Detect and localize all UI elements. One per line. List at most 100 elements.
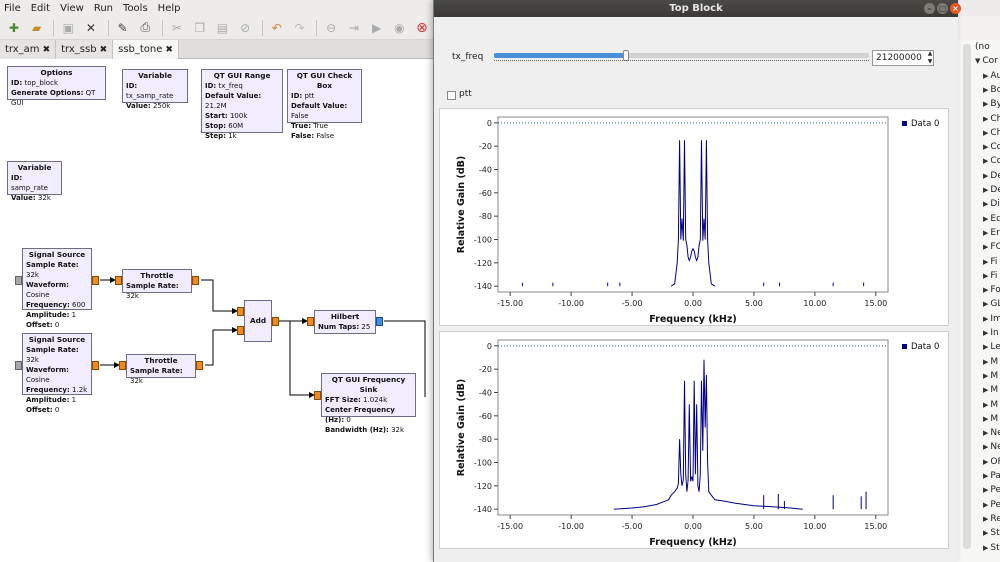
block-port[interactable]	[192, 276, 199, 285]
tx-freq-slider[interactable]	[494, 50, 869, 61]
throttle-block[interactable]: Throttle Sample Rate: 32k	[122, 269, 192, 300]
qt-gui-range-block[interactable]: QT GUI Range ID: tx_freq Default Value: …	[201, 69, 283, 140]
block-category-item[interactable]: ▶ Co	[983, 142, 1000, 152]
block-category-item[interactable]: ▶ Re	[983, 514, 1000, 524]
kill-icon[interactable]: ⊗	[416, 19, 428, 36]
frequency-plot-top[interactable]: 0 -20 -40 -60 -80 -100 -120 -140 -15.00 -10.00 -5.…	[439, 108, 949, 326]
qt-gui-check-box-block[interactable]: QT GUI Check Box ID: ptt Default Value: …	[287, 69, 362, 140]
block-category-item[interactable]: ▶ Fo	[983, 285, 1000, 295]
undo-icon[interactable]: ↶	[271, 20, 282, 35]
block-category-item[interactable]: ▶ M	[983, 385, 998, 395]
collapsed-arrow-icon[interactable]: ▶	[983, 300, 989, 309]
menu-file[interactable]: File	[4, 2, 21, 14]
block-port[interactable]	[237, 326, 244, 335]
collapsed-arrow-icon[interactable]: ▶	[983, 271, 989, 280]
block-category-item[interactable]: ▶OF	[983, 457, 1000, 467]
block-port[interactable]	[92, 276, 99, 285]
menu-tools[interactable]: Tools	[123, 2, 148, 14]
collapsed-arrow-icon[interactable]: ▶	[983, 429, 989, 438]
redo-icon[interactable]: ↷	[294, 20, 305, 35]
variable-block[interactable]: Variable ID: samp_rate Value: 32k	[7, 161, 62, 202]
block-category-item[interactable]: ▶ M	[983, 400, 998, 410]
block-port[interactable]	[15, 276, 22, 285]
options-block[interactable]: Options ID: top_block Generate Options: …	[7, 66, 106, 107]
hilbert-block[interactable]: Hilbert Num Taps: 25	[314, 310, 376, 334]
collapsed-arrow-icon[interactable]: ▶	[983, 329, 989, 337]
collapsed-arrow-icon[interactable]: ▶	[983, 414, 989, 423]
qt-gui-frequency-sink-block[interactable]: QT GUI Frequency Sink FFT Size: 1.024k C…	[321, 373, 416, 434]
cut-icon[interactable]: ✂	[171, 20, 183, 35]
generate-icon[interactable]: ◉	[394, 20, 405, 35]
block-category-item[interactable]: ▶ Ch	[983, 114, 1000, 124]
block-category-item[interactable]: ▶ Pe	[983, 500, 1000, 510]
throttle-block[interactable]: Throttle Sample Rate: 32k	[126, 354, 196, 385]
menu-run[interactable]: Run	[93, 2, 114, 14]
block-category-item[interactable]: ▼ Cor	[975, 56, 998, 66]
block-category-item[interactable]: ▶ Le	[983, 342, 1000, 352]
block-port[interactable]	[196, 361, 203, 370]
block-category-item[interactable]: ▶ Ne	[983, 442, 1000, 452]
collapsed-arrow-icon[interactable]: ▶	[983, 314, 989, 323]
collapsed-arrow-icon[interactable]: ▶	[983, 157, 989, 166]
paste-icon[interactable]: ▤	[216, 20, 229, 35]
block-category-item[interactable]: ▶ M	[983, 414, 998, 424]
tab-close-icon[interactable]: ✖	[165, 44, 173, 55]
block-category-item[interactable]: ▶ Fi	[983, 257, 997, 267]
maximize-icon[interactable]: □	[937, 3, 948, 14]
signal-source-block[interactable]: Signal Source Sample Rate: 32k Waveform:…	[22, 248, 92, 329]
block-category-item[interactable]: ▶ Er	[983, 228, 1000, 238]
frequency-plot-bottom[interactable]: 0 -20 -40 -60 -80 -100 -120 -140 -15.00 -10.00 -5.…	[439, 331, 949, 549]
tab-close-icon[interactable]: ✖	[99, 44, 108, 55]
collapsed-arrow-icon[interactable]: ▶	[983, 143, 989, 152]
collapsed-arrow-icon[interactable]: ▶	[983, 543, 989, 552]
collapsed-arrow-icon[interactable]: ▶	[983, 114, 989, 123]
expanded-arrow-icon[interactable]: ▼	[975, 57, 981, 66]
block-port[interactable]	[115, 276, 122, 285]
open-icon[interactable]: ▰	[31, 20, 42, 35]
collapsed-arrow-icon[interactable]: ▶	[983, 371, 989, 380]
collapsed-arrow-icon[interactable]: ▶	[983, 400, 989, 409]
ptt-checkbox[interactable]	[447, 91, 456, 100]
tab-trx-ssb[interactable]: trx_ssb ✖	[56, 40, 114, 59]
collapsed-arrow-icon[interactable]: ▶	[983, 443, 989, 452]
print-icon[interactable]: ⎙	[140, 20, 151, 34]
collapsed-arrow-icon[interactable]: ▶	[983, 286, 989, 295]
block-category-item[interactable]: ▶ Co	[983, 156, 1000, 166]
execute-icon[interactable]: ▶	[372, 20, 382, 35]
tab-close-icon[interactable]: ✖	[42, 44, 51, 55]
block-port[interactable]	[15, 361, 22, 370]
delete-icon[interactable]: ⊘	[240, 20, 251, 35]
block-category-item[interactable]: (no	[975, 42, 990, 52]
edit-icon[interactable]: ✎	[117, 20, 128, 35]
block-category-item[interactable]: ▶ FC	[983, 242, 1000, 252]
block-category-item[interactable]: ▶ Fi	[983, 271, 997, 281]
block-category-item[interactable]: ▶ St	[983, 543, 1000, 553]
block-category-item[interactable]: ▶ Di	[983, 199, 1000, 209]
block-category-item[interactable]: ▶ M	[983, 371, 998, 381]
copy-icon[interactable]: ❐	[194, 20, 206, 35]
collapsed-arrow-icon[interactable]: ▶	[983, 85, 989, 94]
collapsed-arrow-icon[interactable]: ▶	[983, 457, 989, 466]
block-category-item[interactable]: ▶ Ne	[983, 428, 1000, 438]
collapsed-arrow-icon[interactable]: ▶	[983, 500, 989, 509]
block-category-item[interactable]: ▶ GL	[983, 299, 1000, 309]
collapsed-arrow-icon[interactable]: ▶	[983, 186, 989, 194]
collapsed-arrow-icon[interactable]: ▶	[983, 486, 989, 495]
signal-source-block[interactable]: Signal Source Sample Rate: 32k Waveform:…	[22, 333, 92, 414]
minimize-icon[interactable]: –	[924, 3, 935, 14]
collapsed-arrow-icon[interactable]: ▶	[983, 343, 989, 352]
collapsed-arrow-icon[interactable]: ▶	[983, 171, 989, 180]
collapsed-arrow-icon[interactable]: ▶	[983, 128, 989, 137]
menu-edit[interactable]: Edit	[30, 2, 51, 14]
block-category-item[interactable]: ▶ M	[983, 357, 998, 367]
block-port[interactable]	[119, 361, 126, 370]
block-library-scrollbar[interactable]	[963, 44, 971, 549]
block-category-item[interactable]: ▶ Au	[983, 71, 1000, 81]
collapsed-arrow-icon[interactable]: ▶	[983, 386, 989, 395]
menu-help[interactable]: Help	[157, 2, 181, 14]
block-category-item[interactable]: ▶ Bo	[983, 85, 1000, 95]
block-category-item[interactable]: ▶ Eq	[983, 214, 1000, 224]
bypass-icon[interactable]: ⇥	[348, 20, 359, 35]
block-category-item[interactable]: ▶ By	[983, 99, 1000, 109]
tx-freq-spinbox[interactable]: 21200000	[872, 50, 934, 66]
